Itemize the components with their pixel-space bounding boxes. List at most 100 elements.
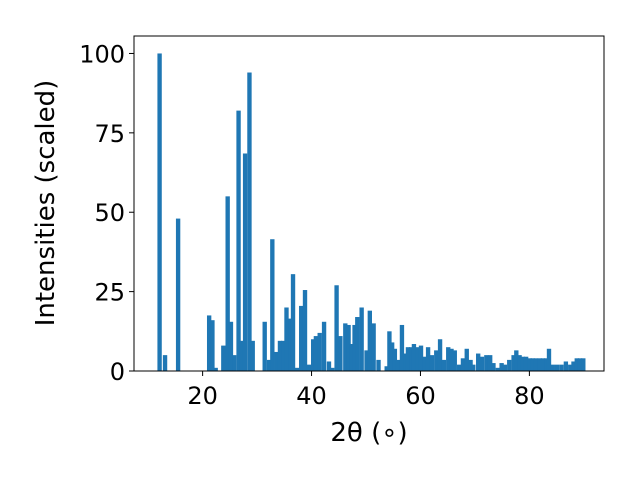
plot-frame: [133, 35, 605, 372]
bar: [527, 358, 533, 371]
bar: [284, 307, 289, 371]
bar: [395, 359, 401, 371]
bar: [571, 361, 576, 371]
bar: [313, 336, 319, 371]
bar: [221, 345, 226, 371]
bar: [355, 317, 360, 371]
bar: [468, 359, 473, 371]
bar: [281, 340, 286, 371]
bar: [544, 358, 549, 371]
bar: [537, 358, 542, 371]
bar: [266, 359, 272, 371]
bar: [441, 359, 447, 371]
bar: [507, 359, 512, 371]
bar: [495, 367, 500, 371]
bar: [502, 364, 508, 371]
bar: [330, 367, 335, 371]
bar: [232, 355, 237, 371]
bar: [338, 336, 343, 371]
bar: [389, 342, 395, 371]
bar: [310, 339, 316, 371]
bar: [334, 285, 339, 371]
bars-group: [157, 53, 586, 372]
bar: [392, 348, 398, 371]
bar: [288, 318, 293, 371]
bar: [563, 361, 569, 371]
bar: [228, 321, 234, 371]
bar: [514, 350, 519, 371]
x-tick-label: 20: [187, 382, 218, 410]
bar: [242, 153, 248, 371]
bar: [236, 110, 241, 371]
bar: [213, 367, 218, 371]
bar: [387, 331, 392, 371]
bar: [290, 274, 296, 371]
bar: [425, 347, 431, 371]
bar: [559, 364, 564, 371]
bar: [533, 358, 539, 371]
bar: [574, 358, 579, 371]
bar: [577, 358, 583, 371]
x-axis-label: 2θ (∘): [330, 418, 407, 448]
bar: [359, 307, 364, 371]
bar: [376, 359, 381, 371]
bar: [384, 366, 389, 371]
bar: [270, 239, 275, 371]
y-tick-label: 0: [110, 358, 125, 386]
bar: [403, 353, 408, 371]
bar: [530, 358, 535, 371]
y-axis-ticks: 0 25 50 75 100: [79, 40, 134, 386]
bar: [343, 323, 348, 371]
bar: [491, 363, 496, 371]
bar: [568, 364, 573, 371]
bar: [409, 347, 414, 371]
bar: [274, 351, 279, 371]
bar: [321, 321, 327, 371]
bar: [476, 353, 481, 371]
bar: [517, 355, 522, 371]
bar: [422, 356, 427, 371]
bar: [523, 356, 529, 371]
bar: [411, 344, 417, 371]
bar: [262, 321, 267, 371]
bar: [460, 358, 466, 371]
bar: [326, 361, 332, 371]
x-axis-ticks: 20 40 60 80: [187, 371, 545, 410]
bar: [581, 358, 586, 371]
bar: [479, 356, 485, 371]
bar: [511, 355, 516, 371]
bar: [239, 340, 245, 371]
bar: [520, 356, 526, 371]
bar: [484, 355, 489, 371]
bar: [210, 320, 215, 371]
bar: [247, 72, 252, 371]
bar: [225, 196, 230, 371]
bar: [554, 364, 560, 371]
bar: [464, 348, 469, 371]
x-tick-label: 60: [405, 382, 436, 410]
bar: [456, 364, 462, 371]
x-tick-label: 40: [296, 382, 327, 410]
bar: [546, 348, 552, 371]
y-tick-label: 50: [94, 199, 125, 227]
bar: [446, 347, 451, 371]
bar: [302, 290, 308, 371]
bar: [415, 347, 420, 371]
bar: [299, 305, 304, 371]
bar: [449, 348, 454, 371]
bar: [346, 324, 351, 371]
bar: [487, 355, 493, 371]
bar: [371, 323, 376, 371]
bar: [418, 345, 424, 371]
y-tick-label: 25: [94, 279, 125, 307]
bar: [367, 310, 372, 371]
bar: [437, 339, 443, 371]
bar: [471, 364, 476, 371]
bar: [364, 350, 369, 371]
bar: [452, 350, 457, 371]
bar: [250, 340, 255, 371]
bar: [434, 350, 439, 371]
bar: [294, 367, 300, 371]
